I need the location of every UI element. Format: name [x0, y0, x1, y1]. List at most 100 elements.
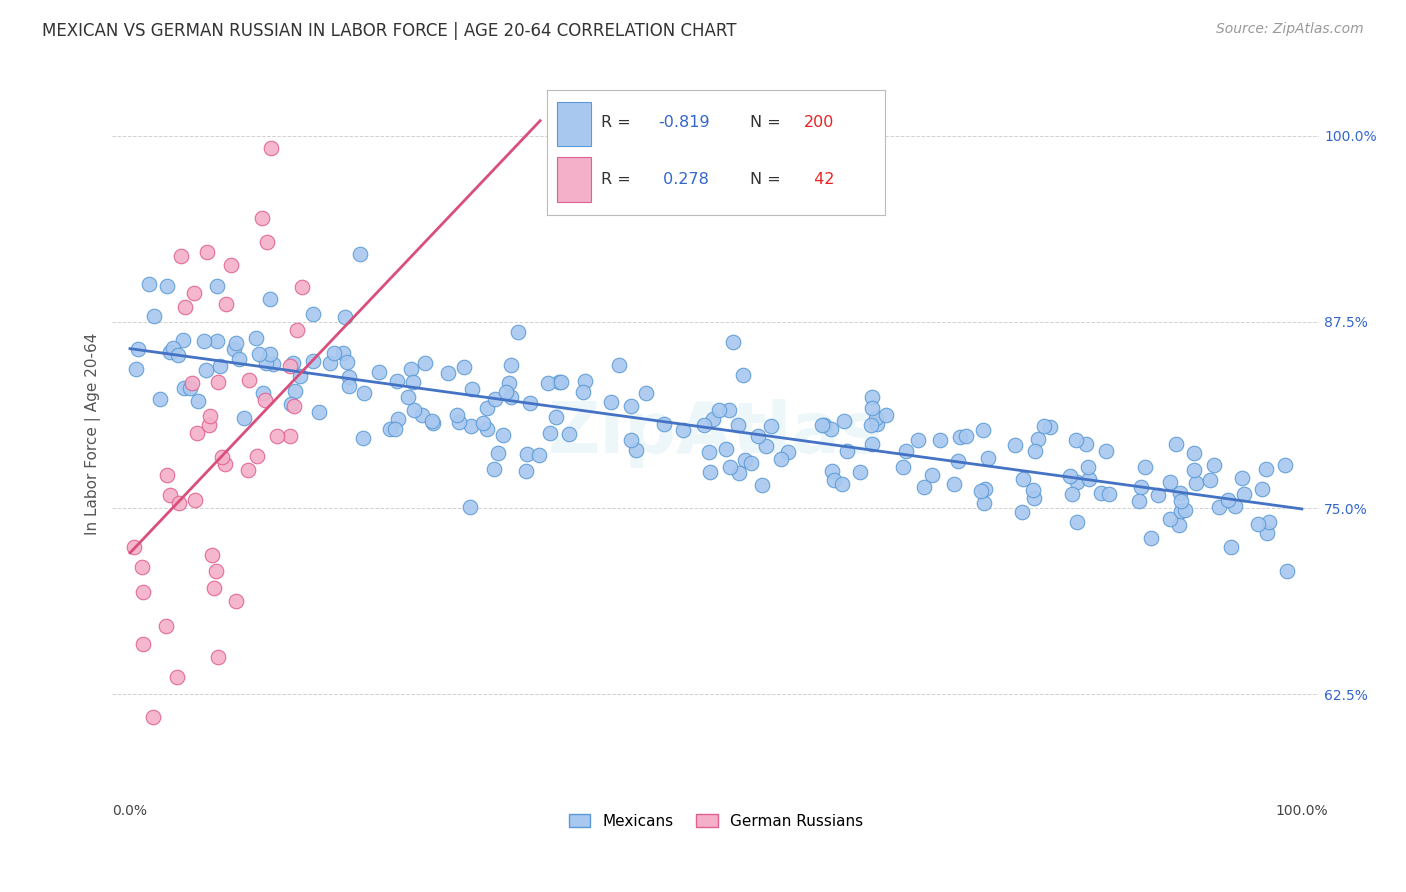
Point [519, 396, 541, 410]
Point [912, 479, 935, 493]
Point [278, 429, 301, 443]
Point [159, 344, 181, 359]
Point [977, 450, 1000, 465]
Point [250, 211, 273, 226]
Point [948, 454, 970, 468]
Point [262, 357, 284, 371]
Point [607, 358, 630, 372]
Point [654, 417, 676, 431]
Point [215, 297, 238, 311]
Point [131, 559, 153, 574]
Point [284, 384, 307, 398]
Point [1230, 471, 1253, 485]
Point [209, 359, 232, 374]
Point [124, 541, 146, 555]
Point [352, 431, 374, 445]
Point [955, 428, 977, 442]
Point [747, 429, 769, 443]
Point [865, 410, 887, 425]
Point [336, 355, 359, 369]
Point [245, 331, 267, 345]
Point [1147, 488, 1170, 502]
Point [162, 341, 184, 355]
Point [699, 465, 721, 479]
Point [278, 359, 301, 373]
Point [247, 347, 270, 361]
Text: Source: ZipAtlas.com: Source: ZipAtlas.com [1216, 22, 1364, 37]
Point [411, 409, 433, 423]
Point [238, 373, 260, 387]
Point [127, 343, 149, 357]
Point [928, 433, 950, 447]
Point [1074, 437, 1097, 451]
Point [484, 462, 506, 476]
Point [1233, 487, 1256, 501]
Point [624, 443, 647, 458]
Point [495, 384, 517, 399]
Point [283, 356, 305, 370]
Point [546, 409, 568, 424]
Point [283, 399, 305, 413]
Point [291, 280, 314, 294]
Point [225, 593, 247, 607]
Point [942, 477, 965, 491]
Point [156, 467, 179, 482]
Point [486, 446, 509, 460]
Point [207, 376, 229, 390]
Point [1220, 540, 1243, 554]
Point [1066, 515, 1088, 529]
Point [973, 496, 995, 510]
Text: ZipAtlas: ZipAtlas [548, 400, 884, 468]
Point [1094, 444, 1116, 458]
Point [453, 359, 475, 374]
Point [634, 385, 657, 400]
Point [142, 710, 165, 724]
Point [572, 384, 595, 399]
Point [413, 356, 436, 370]
Point [1164, 437, 1187, 451]
Point [538, 426, 561, 441]
Point [811, 418, 834, 433]
Point [820, 464, 842, 478]
Point [859, 417, 882, 432]
Point [207, 649, 229, 664]
Point [183, 286, 205, 301]
Point [740, 456, 762, 470]
Point [492, 428, 515, 442]
Point [849, 466, 872, 480]
Point [475, 422, 498, 436]
Point [866, 417, 889, 431]
Point [1168, 486, 1191, 500]
Point [718, 459, 741, 474]
Point [1130, 480, 1153, 494]
Point [138, 277, 160, 292]
Point [437, 366, 460, 380]
Point [367, 365, 389, 379]
Point [921, 468, 943, 483]
Point [1133, 459, 1156, 474]
Point [1022, 491, 1045, 505]
Point [187, 394, 209, 409]
Point [831, 477, 853, 491]
Point [619, 433, 641, 447]
Point [1182, 445, 1205, 459]
Point [461, 382, 484, 396]
Point [860, 437, 883, 451]
Point [198, 409, 221, 424]
Point [166, 348, 188, 362]
Point [1064, 434, 1087, 448]
Point [1247, 516, 1270, 531]
Point [1274, 458, 1296, 472]
Point [179, 381, 201, 395]
Point [149, 392, 172, 406]
Point [820, 422, 842, 436]
Point [1208, 500, 1230, 515]
Point [506, 325, 529, 339]
Point [207, 279, 229, 293]
Point [499, 390, 522, 404]
Point [1256, 461, 1278, 475]
Point [259, 293, 281, 307]
Point [1059, 469, 1081, 483]
Point [233, 411, 256, 425]
Point [174, 300, 197, 314]
